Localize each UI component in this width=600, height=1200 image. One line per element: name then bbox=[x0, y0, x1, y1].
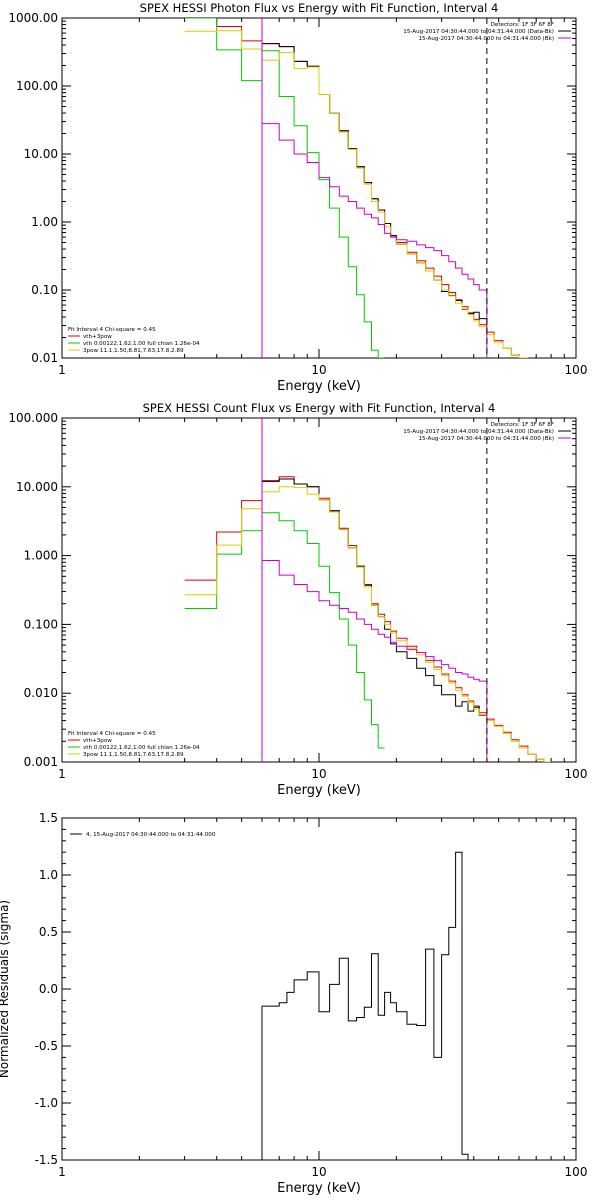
legend-bottom-entry: 3pow 11.1,1.50,8.81,7.63,17.8,2.89 bbox=[83, 348, 184, 354]
legend-bottom-entry: vth+3pow bbox=[83, 738, 112, 744]
y-tick-label: -1.0 bbox=[35, 1096, 58, 1110]
legend-bottom-entry: 3pow 11.1,1.50,8.81,7.63,17.8,2.89 bbox=[83, 752, 184, 758]
y-tick-label: 100.000 bbox=[8, 411, 58, 425]
series-line-5 bbox=[262, 560, 488, 684]
y-tick-label: 0.10 bbox=[31, 283, 58, 297]
legend-top-entry: 15-Aug-2017 04:30:44.000 to 04:31:44.000… bbox=[418, 36, 554, 42]
series-line-4 bbox=[184, 30, 528, 358]
legend-bottom-entry: vth 0.00122,1.62,1.00 full chian 1.26e-0… bbox=[83, 745, 200, 751]
x-tick-label: 10 bbox=[311, 363, 326, 377]
legend-top-entry: 15-Aug-2017 04:30:44.000 to 04:31:44.000… bbox=[403, 29, 554, 35]
x-tick-label: 100 bbox=[565, 1165, 588, 1179]
series-line-1 bbox=[184, 18, 519, 356]
y-axis-label: Normalized Residuals (sigma) bbox=[0, 900, 11, 1078]
y-tick-label: 0.100 bbox=[24, 617, 58, 631]
x-tick-label: 1 bbox=[58, 1165, 66, 1179]
legend-top-entry: Detectors: 1F 3F 6F 8F bbox=[491, 422, 554, 428]
y-tick-label: 10.000 bbox=[16, 480, 58, 494]
legend-bottom-entry: Fit Interval 4 Chi-square = 0.45 bbox=[68, 327, 156, 333]
legend-bottom-entry: Fit Interval 4 Chi-square = 0.45 bbox=[68, 731, 156, 737]
series-line-2 bbox=[262, 478, 488, 716]
series-line-3 bbox=[184, 512, 385, 749]
legend-top-entry: Detectors: 1F 3F 6F 8F bbox=[491, 22, 554, 28]
chart-title: SPEX HESSI Count Flux vs Energy with Fit… bbox=[143, 401, 496, 415]
legend-entry: 4, 15-Aug-2017 04:30:44.000 to 04:31:44.… bbox=[86, 832, 216, 838]
x-tick-label: 10 bbox=[311, 767, 326, 781]
x-tick-label: 1 bbox=[58, 363, 66, 377]
x-tick-label: 10 bbox=[311, 1165, 326, 1179]
x-axis-label: Energy (keV) bbox=[277, 1181, 361, 1196]
y-tick-label: 10.00 bbox=[24, 147, 58, 161]
plot-area bbox=[184, 418, 552, 762]
plot-frame bbox=[61, 417, 577, 763]
series-line-1 bbox=[262, 851, 487, 1160]
chart-panel-1: SPEX HESSI Photon Flux vs Energy with Fi… bbox=[8, 1, 587, 394]
plot-area bbox=[261, 851, 487, 1160]
x-tick-label: 100 bbox=[565, 767, 588, 781]
legend-bottom-entry: vth+3pow bbox=[83, 334, 112, 340]
chart-panel-3: 1 10 100 Energy (keV) 1.5 1.0 0.5 0.0 -0.5 -1.0 -1… bbox=[0, 811, 587, 1196]
chart-title: SPEX HESSI Photon Flux vs Energy with Fi… bbox=[140, 1, 499, 15]
plot-area bbox=[184, 18, 528, 358]
y-tick-label: 0.0 bbox=[39, 982, 58, 996]
x-axis-label: Energy (keV) bbox=[277, 379, 361, 394]
x-tick-label: 100 bbox=[565, 363, 588, 377]
x-axis-label: Energy (keV) bbox=[277, 783, 361, 798]
y-tick-label: 0.01 bbox=[31, 351, 58, 365]
series-line-2 bbox=[262, 43, 488, 329]
y-tick-label: 0.5 bbox=[39, 925, 58, 939]
y-tick-label: 1.00 bbox=[31, 215, 58, 229]
series-line-1 bbox=[184, 476, 552, 762]
y-tick-label: 1.000 bbox=[24, 549, 58, 563]
y-tick-label: 0.001 bbox=[24, 755, 58, 769]
y-tick-label: 1.5 bbox=[39, 811, 58, 825]
series-line-4 bbox=[184, 486, 552, 762]
series-line-5 bbox=[262, 123, 488, 294]
y-tick-label: 1.0 bbox=[39, 868, 58, 882]
legend-bottom-entry: vth 0.00122,1.62,1.00 full chian 1.26e-0… bbox=[83, 341, 200, 347]
legend-top-entry: 15-Aug-2017 04:30:44.000 to 04:31:44.000… bbox=[403, 429, 554, 435]
y-tick-label: -1.5 bbox=[35, 1153, 58, 1167]
y-tick-label: 1000.00 bbox=[8, 11, 58, 25]
x-tick-label: 1 bbox=[58, 767, 66, 781]
y-tick-label: -0.5 bbox=[35, 1039, 58, 1053]
y-tick-label: 100.00 bbox=[16, 79, 58, 93]
legend-top-entry: 15-Aug-2017 04:30:44.000 to 04:31:44.000… bbox=[418, 436, 554, 442]
y-tick-label: 0.010 bbox=[24, 686, 58, 700]
series-line-3 bbox=[184, 18, 385, 358]
chart-panel-2: SPEX HESSI Count Flux vs Energy with Fit… bbox=[8, 401, 587, 798]
